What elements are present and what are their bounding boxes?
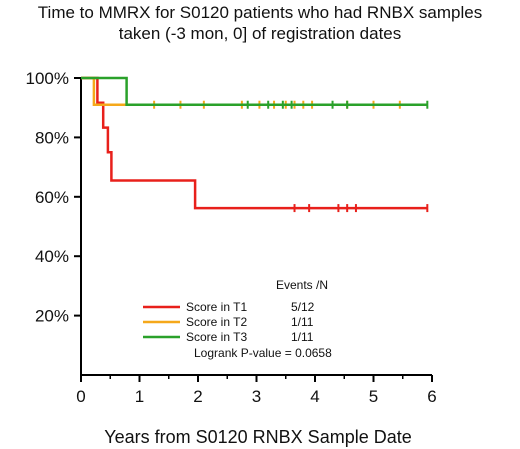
legend-header: Events /N xyxy=(276,278,328,292)
legend-label: Score in T2 xyxy=(186,315,247,329)
series-3 xyxy=(81,76,429,109)
x-tick-label: 6 xyxy=(427,387,436,406)
series-1 xyxy=(81,76,429,213)
x-axis-label: Years from S0120 RNBX Sample Date xyxy=(104,427,412,447)
chart-title-line-2: taken (-3 mon, 0] of registration dates xyxy=(118,24,402,43)
legend-events: 5/12 xyxy=(291,300,315,314)
y-tick-label: 20% xyxy=(35,307,69,326)
y-tick-label: 100% xyxy=(26,69,69,88)
series-group xyxy=(81,76,429,213)
x-tick-label: 0 xyxy=(76,387,85,406)
survival-curve xyxy=(81,76,428,106)
survival-curve xyxy=(81,76,428,210)
logrank-pvalue: Logrank P-value = 0.0658 xyxy=(194,346,332,360)
legend-label: Score in T1 xyxy=(186,300,247,314)
legend-events: 1/11 xyxy=(291,315,314,329)
survival-curve xyxy=(81,76,428,106)
x-tick-label: 4 xyxy=(310,387,319,406)
chart-title-line-1: Time to MMRX for S0120 patients who had … xyxy=(37,3,483,22)
x-tick-label: 2 xyxy=(193,387,202,406)
y-tick-label: 80% xyxy=(35,128,69,147)
x-tick-label: 5 xyxy=(369,387,378,406)
y-tick-label: 40% xyxy=(35,247,69,266)
x-tick-label: 3 xyxy=(252,387,261,406)
y-tick-label: 60% xyxy=(35,188,69,207)
legend-label: Score in T3 xyxy=(186,330,247,344)
legend-events: 1/11 xyxy=(291,330,314,344)
legend: Events /N Score in T1 5/12 Score in T2 1/11 S… xyxy=(143,278,332,360)
axes: 0 1 2 3 4 5 6 20% 40% 60% 80% 100% xyxy=(26,69,437,406)
x-tick-label: 1 xyxy=(135,387,144,406)
